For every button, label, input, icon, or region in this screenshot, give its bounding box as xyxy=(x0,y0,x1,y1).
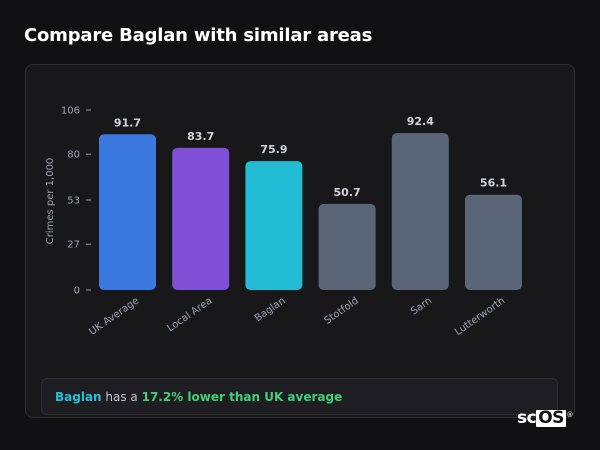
page-title: Compare Baglan with similar areas xyxy=(24,25,373,46)
x-tick-label: UK Average xyxy=(87,295,141,337)
bar[interactable] xyxy=(318,203,376,290)
x-tick-label: Local Area xyxy=(165,295,214,334)
bars: 91.7 83.7 75.9 50.7 92.4 56.1 xyxy=(99,115,522,290)
bar-value-label: 75.9 xyxy=(260,143,287,156)
y-tick-label: 80 xyxy=(67,150,80,161)
x-tick-label: Baglan xyxy=(253,295,288,324)
bar[interactable] xyxy=(245,161,303,290)
bar[interactable] xyxy=(465,194,522,290)
y-axis-label: Crimes per 1,000 xyxy=(45,158,56,245)
summary-comparison: 17.2% lower than UK average xyxy=(141,390,343,404)
logo-registered-mark: ® xyxy=(566,411,573,419)
y-axis: 0 27 53 80 106 xyxy=(61,106,91,297)
y-tick-label: 106 xyxy=(61,106,80,117)
bar-value-label: 56.1 xyxy=(480,177,507,190)
summary-banner: Baglan has a 17.2% lower than UK average xyxy=(41,378,558,415)
x-tick-label: Sarn xyxy=(409,295,434,317)
y-tick-label: 53 xyxy=(67,196,80,207)
summary-area-name: Baglan xyxy=(55,390,102,404)
bar-value-label: 83.7 xyxy=(187,130,214,143)
x-tick-label: Lutterworth xyxy=(453,295,507,338)
bar[interactable] xyxy=(172,147,230,290)
x-axis: UK Average Local Area Baglan Stotfold Sarn Lu… xyxy=(87,295,507,338)
logo-box: OS xyxy=(536,408,566,428)
logo-prefix: sc xyxy=(517,408,537,428)
bar-value-label: 92.4 xyxy=(407,115,434,128)
bar-value-label: 50.7 xyxy=(334,186,361,199)
bar[interactable] xyxy=(391,133,449,290)
y-tick-label: 27 xyxy=(67,240,80,251)
bar[interactable] xyxy=(99,134,156,290)
x-tick-label: Stotfold xyxy=(323,295,361,326)
summary-text: has a xyxy=(101,390,142,404)
bar-value-label: 91.7 xyxy=(114,116,141,129)
scos-logo: sc OS ® xyxy=(517,408,573,428)
y-tick-label: 0 xyxy=(74,286,80,297)
